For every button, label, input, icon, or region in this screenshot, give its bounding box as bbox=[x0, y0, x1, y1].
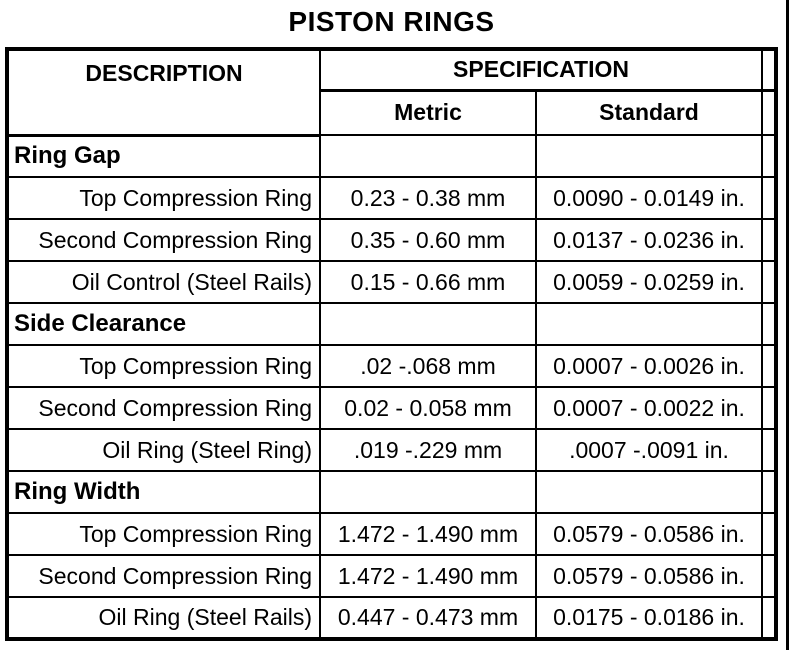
section-row: Side Clearance bbox=[6, 302, 778, 346]
table-row: Second Compression Ring 0.35 - 0.60 mm 0… bbox=[6, 218, 778, 262]
table-row: Top Compression Ring 1.472 - 1.490 mm 0.… bbox=[6, 512, 778, 556]
table-row: Second Compression Ring 0.02 - 0.058 mm … bbox=[6, 386, 778, 430]
table-row: Top Compression Ring .02 -.068 mm 0.0007… bbox=[6, 344, 778, 388]
description-cell: Oil Ring (Steel Ring) bbox=[6, 428, 321, 472]
description-cell: Second Compression Ring bbox=[6, 554, 321, 598]
metric-cell-empty bbox=[319, 302, 537, 346]
end-cell bbox=[761, 386, 778, 430]
section-label: Side Clearance bbox=[6, 302, 321, 346]
description-cell: Top Compression Ring bbox=[6, 512, 321, 556]
section-row: Ring Width bbox=[6, 470, 778, 514]
description-cell: Oil Control (Steel Rails) bbox=[6, 260, 321, 304]
standard-value-cell: 0.0007 - 0.0022 in. bbox=[534, 386, 764, 430]
standard-value-cell: 0.0579 - 0.0586 in. bbox=[534, 512, 764, 556]
standard-value-cell: 0.0090 - 0.0149 in. bbox=[534, 176, 764, 220]
column-header-standard: Standard bbox=[534, 89, 764, 136]
header-row-1: DESCRIPTION SPECIFICATION bbox=[6, 48, 778, 137]
metric-value-cell: 0.35 - 0.60 mm bbox=[319, 218, 537, 262]
end-cell bbox=[761, 344, 778, 388]
table-row: Oil Control (Steel Rails) 0.15 - 0.66 mm… bbox=[6, 260, 778, 304]
end-cell bbox=[761, 470, 778, 514]
table-row: Oil Ring (Steel Ring) .019 -.229 mm .000… bbox=[6, 428, 778, 472]
end-cell bbox=[761, 218, 778, 262]
metric-cell-empty bbox=[319, 470, 537, 514]
section-row: Ring Gap bbox=[6, 134, 778, 178]
table-header: DESCRIPTION SPECIFICATION Metric Standar… bbox=[6, 48, 778, 137]
standard-cell-empty bbox=[534, 470, 764, 514]
metric-value-cell: 1.472 - 1.490 mm bbox=[319, 554, 537, 598]
table-row: Oil Ring (Steel Rails) 0.447 - 0.473 mm … bbox=[6, 596, 778, 640]
section-label: Ring Gap bbox=[6, 134, 321, 178]
piston-rings-spec-table: DESCRIPTION SPECIFICATION Metric Standar… bbox=[5, 47, 779, 641]
table-body: Ring Gap Top Compression Ring 0.23 - 0.3… bbox=[6, 134, 778, 640]
table-row: Second Compression Ring 1.472 - 1.490 mm… bbox=[6, 554, 778, 598]
description-cell: Second Compression Ring bbox=[6, 386, 321, 430]
end-cell bbox=[761, 512, 778, 556]
end-cell bbox=[761, 176, 778, 220]
standard-value-cell: 0.0059 - 0.0259 in. bbox=[534, 260, 764, 304]
page-title: PISTON RINGS bbox=[288, 6, 495, 37]
end-cell bbox=[761, 428, 778, 472]
table-row: Top Compression Ring 0.23 - 0.38 mm 0.00… bbox=[6, 176, 778, 220]
end-column-header-cell bbox=[761, 89, 778, 136]
end-cell bbox=[761, 260, 778, 304]
description-cell: Second Compression Ring bbox=[6, 218, 321, 262]
standard-cell-empty bbox=[534, 302, 764, 346]
standard-value-cell: .0007 -.0091 in. bbox=[534, 428, 764, 472]
metric-value-cell: .02 -.068 mm bbox=[319, 344, 537, 388]
metric-value-cell: .019 -.229 mm bbox=[319, 428, 537, 472]
standard-value-cell: 0.0579 - 0.0586 in. bbox=[534, 554, 764, 598]
standard-value-cell: 0.0137 - 0.0236 in. bbox=[534, 218, 764, 262]
end-cell bbox=[761, 596, 778, 640]
metric-value-cell: 0.15 - 0.66 mm bbox=[319, 260, 537, 304]
column-header-description: DESCRIPTION bbox=[6, 48, 321, 137]
end-cell bbox=[761, 302, 778, 346]
standard-cell-empty bbox=[534, 134, 764, 178]
end-cell bbox=[761, 554, 778, 598]
description-cell: Top Compression Ring bbox=[6, 176, 321, 220]
end-cell bbox=[761, 134, 778, 178]
description-cell: Oil Ring (Steel Rails) bbox=[6, 596, 321, 640]
description-cell: Top Compression Ring bbox=[6, 344, 321, 388]
column-header-specification: SPECIFICATION bbox=[318, 48, 764, 92]
metric-value-cell: 0.23 - 0.38 mm bbox=[319, 176, 537, 220]
page-edge-rule bbox=[786, 0, 789, 650]
standard-value-cell: 0.0175 - 0.0186 in. bbox=[534, 596, 764, 640]
metric-value-cell: 1.472 - 1.490 mm bbox=[319, 512, 537, 556]
header-row-2: Metric Standard bbox=[7, 89, 778, 136]
section-label: Ring Width bbox=[6, 470, 321, 514]
metric-value-cell: 0.02 - 0.058 mm bbox=[319, 386, 537, 430]
standard-value-cell: 0.0007 - 0.0026 in. bbox=[534, 344, 764, 388]
metric-value-cell: 0.447 - 0.473 mm bbox=[319, 596, 537, 640]
column-header-metric: Metric bbox=[319, 89, 537, 136]
metric-cell-empty bbox=[319, 134, 537, 178]
end-column-header-cell bbox=[761, 48, 778, 92]
